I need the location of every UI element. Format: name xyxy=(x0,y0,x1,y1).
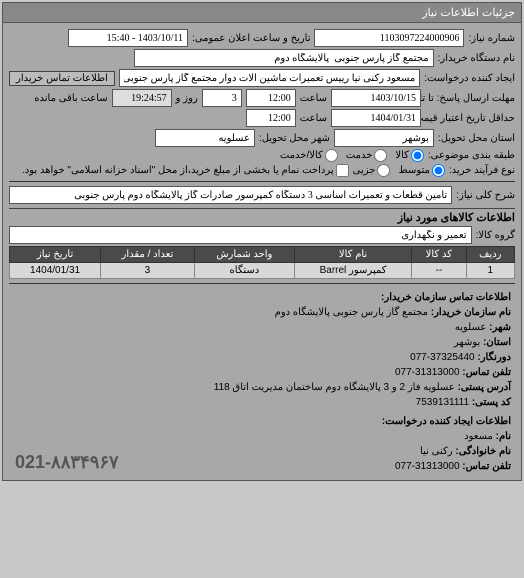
contact1-province-label: استان: xyxy=(483,337,511,348)
radio-mid-input[interactable] xyxy=(432,164,445,177)
deadline-hour-label: ساعت xyxy=(300,93,327,104)
contact2-phone: 31313000-077 xyxy=(395,461,460,472)
details-panel: جزئیات اطلاعات نیاز شماره نیاز: تاریخ و … xyxy=(2,2,522,481)
cash-checkbox-wrap[interactable]: پرداخت نمام یا بخشی از مبلغ خرید،از محل … xyxy=(22,164,349,177)
contact2-lname: رکنی نیا xyxy=(420,446,453,457)
radio-service-input[interactable] xyxy=(374,149,387,162)
deadline-date-input[interactable] xyxy=(331,89,421,107)
need-title-input[interactable] xyxy=(9,186,452,204)
radio-goods[interactable]: کالا xyxy=(395,149,424,162)
deliver-place-input[interactable] xyxy=(334,129,434,147)
days-input[interactable] xyxy=(202,89,242,107)
deliver-city-label: شهر محل تحویل: xyxy=(259,133,330,144)
remain-input xyxy=(112,89,172,107)
contact1-org: مجتمع گاز پارس جنوبی پالایشگاه دوم xyxy=(275,307,428,318)
buyer-org-input[interactable] xyxy=(134,49,434,67)
col-qty: تعداد / مقدار xyxy=(101,247,195,263)
contact2-header: اطلاعات ایجاد کننده درخواست: xyxy=(382,416,511,427)
panel-body: شماره نیاز: تاریخ و ساعت اعلان عمومی: نا… xyxy=(3,23,521,480)
radio-service[interactable]: خدمت xyxy=(346,149,388,162)
purchase-kind-label: نوع فرآیند خرید: xyxy=(449,165,515,176)
cash-note: پرداخت نمام یا بخشی از مبلغ خرید،از محل … xyxy=(22,165,334,176)
purchase-radio-group: متوسط جزیی xyxy=(353,164,445,177)
deliver-city-input[interactable] xyxy=(155,129,255,147)
divider-2 xyxy=(9,283,515,284)
contact1-phone: 31313000-077 xyxy=(395,367,460,378)
deadline-label: مهلت ارسال پاسخ: تا تاریخ: xyxy=(425,93,515,104)
goods-header: اطلاعات کالاهای مورد نیاز xyxy=(9,208,515,224)
contact1-post: 7539131111 xyxy=(416,397,469,408)
budget-radio-group: کالا خدمت کالا/خدمت xyxy=(280,149,424,162)
group-label: گروه کالا: xyxy=(476,230,515,241)
contact1-header: اطلاعات تماس سازمان خریدار: xyxy=(381,292,511,303)
contact1-addr: عسلویه فاز 2 و 3 پالایشگاه دوم ساختمان م… xyxy=(214,382,455,393)
need-no-label: شماره نیاز: xyxy=(468,33,515,44)
radio-mid[interactable]: متوسط xyxy=(398,164,444,177)
cash-checkbox[interactable] xyxy=(336,164,349,177)
deliver-place-label: استان محل تحویل: xyxy=(438,133,515,144)
contact1-post-label: کد پستی: xyxy=(472,397,511,408)
validity-label: حداقل تاریخ اعتبار قیمت: تا تاریخ: xyxy=(425,113,515,124)
contact1-city-label: شهر: xyxy=(489,322,511,333)
group-input[interactable] xyxy=(9,226,472,244)
announce-label: تاریخ و ساعت اعلان عمومی: xyxy=(192,33,311,44)
buyer-org-label: نام دستگاه خریدار: xyxy=(438,53,515,64)
contact1-city: عسلویه xyxy=(455,322,487,333)
contact2-name: مسعود xyxy=(464,431,493,442)
remain-label: ساعت باقی مانده xyxy=(34,93,107,104)
validity-hour-label: ساعت xyxy=(300,113,327,124)
col-name: نام کالا xyxy=(295,247,412,263)
cell-unit: دستگاه xyxy=(194,263,294,279)
contact2-lname-label: نام خانوادگی: xyxy=(455,446,511,457)
table-area: ردیف کد کالا نام کالا واحد شمارش تعداد /… xyxy=(9,246,515,279)
contact1-org-label: نام سازمان خریدار: xyxy=(431,307,511,318)
contact1-phone-label: تلفن تماس: xyxy=(462,367,511,378)
budget-type-label: طبقه بندی موضوعی: xyxy=(428,150,515,161)
days-label: روز و xyxy=(176,93,198,104)
contact-requester-block: اطلاعات ایجاد کننده درخواست: نام: مسعود … xyxy=(9,412,515,476)
col-code: کد کالا xyxy=(412,247,466,263)
cell-date: 1404/01/31 xyxy=(10,263,101,279)
goods-table: ردیف کد کالا نام کالا واحد شمارش تعداد /… xyxy=(9,246,515,279)
contact1-province: بوشهر xyxy=(454,337,480,348)
panel-title: جزئیات اطلاعات نیاز xyxy=(3,3,521,23)
requester-label: ایجاد کننده درخواست: xyxy=(424,73,515,84)
announce-input[interactable] xyxy=(68,29,188,47)
cell-qty: 3 xyxy=(101,263,195,279)
radio-goods-service[interactable]: کالا/خدمت xyxy=(280,149,338,162)
divider-1 xyxy=(9,181,515,182)
requester-input[interactable] xyxy=(119,69,420,87)
contact-info-button[interactable]: اطلاعات تماس خریدار xyxy=(9,71,115,86)
need-title-label: شرح کلی نیاز: xyxy=(456,190,515,201)
cell-name: کمپرسور Barrel xyxy=(295,263,412,279)
contact2-phone-label: تلفن تماس: xyxy=(462,461,511,472)
validity-hour-input[interactable] xyxy=(246,109,296,127)
table-row[interactable]: 1 -- کمپرسور Barrel دستگاه 3 1404/01/31 xyxy=(10,263,515,279)
contact-buyer-block: اطلاعات تماس سازمان خریدار: نام سازمان خ… xyxy=(9,288,515,412)
radio-goods-service-input[interactable] xyxy=(325,149,338,162)
contact1-fax: 37325440-077 xyxy=(410,352,475,363)
radio-minor-input[interactable] xyxy=(377,164,390,177)
col-row: ردیف xyxy=(466,247,514,263)
contact2-name-label: نام: xyxy=(496,431,511,442)
col-unit: واحد شمارش xyxy=(194,247,294,263)
col-date: تاریخ نیاز xyxy=(10,247,101,263)
cell-code: -- xyxy=(412,263,466,279)
contact1-addr-label: آدرس پستی: xyxy=(458,382,511,393)
need-no-input[interactable] xyxy=(314,29,464,47)
validity-date-input[interactable] xyxy=(331,109,421,127)
radio-minor[interactable]: جزیی xyxy=(353,164,391,177)
contact1-fax-label: دورنگار: xyxy=(477,352,511,363)
deadline-hour-input[interactable] xyxy=(246,89,296,107)
cell-row: 1 xyxy=(466,263,514,279)
watermark-phone: 021-۸۸۳۴۹۶۷ xyxy=(15,449,119,476)
radio-goods-input[interactable] xyxy=(411,149,424,162)
